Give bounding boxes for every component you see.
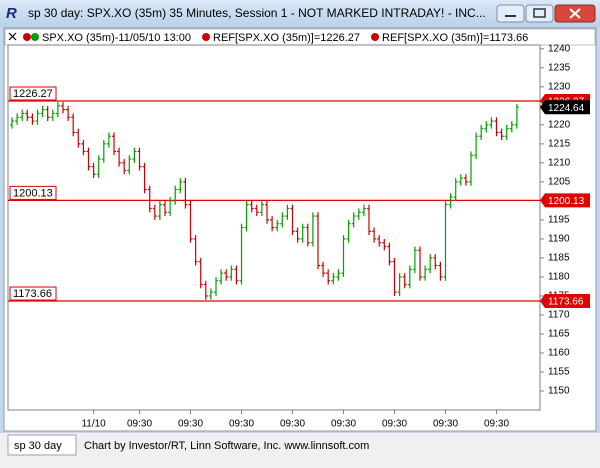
y-tick-label: 1205 (548, 177, 571, 188)
x-tick-label: 09:30 (127, 419, 152, 430)
y-tick-label: 1230 (548, 81, 571, 92)
legend-dot (371, 33, 380, 41)
reference-tag-label: 1173.66 (548, 297, 584, 308)
maximize-button[interactable] (525, 4, 554, 23)
x-tick-label: 11/10 (81, 419, 106, 430)
y-tick-label: 1150 (548, 386, 570, 397)
legend-entry: REF[SPX.XO (35m)]=1226.27 (213, 32, 360, 44)
x-tick-label: 09:30 (178, 419, 203, 430)
legend-close[interactable] (8, 32, 17, 41)
y-tick-label: 1235 (548, 62, 571, 73)
y-tick-label: 1215 (548, 138, 571, 149)
reference-label: 1200.13 (13, 187, 53, 199)
reference-tag-label: 1200.13 (548, 196, 585, 207)
legend-entry: REF[SPX.XO (35m)]=1173.66 (382, 32, 528, 44)
close-icon (569, 8, 581, 19)
x-tick-label: 09:30 (229, 419, 254, 430)
legend-dot (31, 33, 39, 41)
y-tick-label: 1210 (548, 158, 571, 169)
y-tick-label: 1190 (548, 234, 570, 245)
reference-label: 1173.66 (13, 288, 52, 300)
reference-tag-box (540, 193, 590, 208)
y-tick-label: 1170 (548, 310, 570, 321)
x-tick-label: 09:30 (433, 419, 458, 430)
y-tick-label: 1180 (548, 272, 570, 283)
minimize-button[interactable] (496, 4, 525, 23)
legend-dot (202, 33, 210, 41)
legend-entry: SPX.XO (35m)-11/05/10 13:00 (42, 32, 191, 44)
reference-label-box (9, 86, 57, 101)
legend: SPX.XO (35m)-11/05/10 13:00 REF[SPX.XO (3… (23, 32, 528, 44)
y-tick-label: 1185 (548, 253, 570, 264)
status-bar (0, 433, 600, 463)
status-tab[interactable] (7, 434, 77, 456)
x-tick-label: 09:30 (484, 419, 509, 430)
y-tick-label: 1195 (548, 215, 570, 226)
status-tab-label: sp 30 day (14, 440, 62, 452)
app-icon: R (6, 5, 17, 22)
reference-tag-box (540, 294, 590, 309)
y-tick-label: 1220 (548, 119, 571, 130)
last-price-tag-label: 1224.64 (548, 103, 585, 114)
reference-label: 1226.27 (13, 88, 53, 100)
maximize-icon (533, 8, 546, 18)
status-credit: Chart by Investor/RT, Linn Software, Inc… (84, 440, 369, 452)
y-tick-label: 1160 (548, 348, 570, 359)
x-tick-label: 09:30 (331, 419, 356, 430)
reference-label-box (9, 185, 57, 200)
y-tick-label: 1240 (548, 43, 571, 54)
y-tick-label: 1165 (548, 329, 570, 340)
y-tick-label: 1155 (548, 367, 570, 378)
x-tick-label: 09:30 (280, 419, 305, 430)
x-tick-label: 09:30 (382, 419, 407, 430)
reference-label-box (9, 286, 57, 301)
legend-dot (23, 33, 31, 41)
window-title: sp 30 day: SPX.XO (35m) 35 Minutes, Sess… (28, 6, 486, 20)
last-price-tag-box (540, 100, 590, 115)
